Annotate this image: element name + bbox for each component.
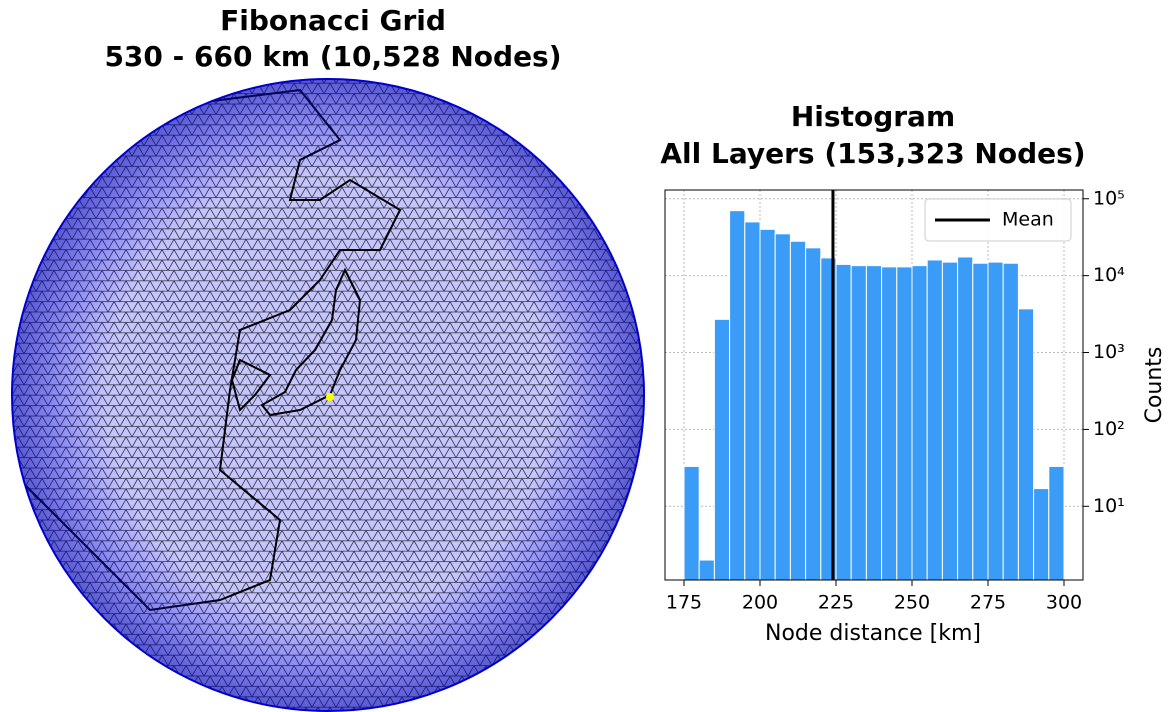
bar [926,259,943,581]
legend-box [924,198,1072,242]
bar [987,261,1004,581]
bar [729,210,746,581]
marker [326,393,334,401]
bar [744,221,761,581]
bar [911,265,928,581]
x-tick-label: 275 [970,592,1006,614]
bar [1033,488,1050,581]
chart-title: Fibonacci Grid [220,4,446,37]
bar [805,247,822,581]
bar [1017,308,1035,581]
bar [835,263,852,581]
bar [972,262,989,581]
x-tick-label: 175 [666,592,702,614]
y-tick-label: 10¹ [1093,495,1125,517]
chart-subtitle: All Layers (153,323 Nodes) [660,137,1085,170]
x-tick-label: 225 [818,592,854,614]
x-axis-label: Node distance [km] [765,621,981,646]
bar [713,318,731,581]
legend-label: Mean [1002,209,1054,231]
plot-frame [664,189,1084,581]
bar [957,256,974,581]
y-tick-label: 10³ [1093,341,1125,363]
chart-title: Histogram [791,100,955,133]
bar [941,261,959,581]
x-tick-label: 300 [1046,592,1082,614]
y-tick-label: 10⁵ [1093,187,1125,209]
bar [698,559,715,581]
bar [774,233,791,581]
bar [759,228,776,581]
bar [896,266,913,581]
bar [881,266,898,581]
x-tick-label: 250 [894,592,930,614]
x-tick-label: 200 [742,592,778,614]
bar [683,465,700,581]
bar [1002,262,1019,581]
y-tick-label: 10² [1093,418,1125,440]
chart-subtitle: 530 - 660 km (10,528 Nodes) [104,40,561,73]
y-axis-label: Counts [1142,347,1167,424]
bar [789,240,807,581]
y-tick-label: 10⁴ [1093,264,1125,286]
bar [1048,465,1065,581]
bar [850,265,867,581]
bar [865,265,883,581]
